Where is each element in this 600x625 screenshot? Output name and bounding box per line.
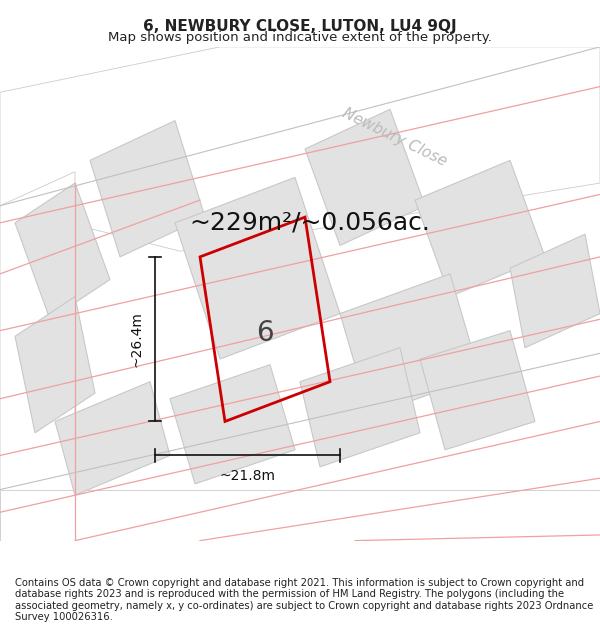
Text: Newbury Close: Newbury Close	[340, 106, 449, 169]
Text: ~21.8m: ~21.8m	[220, 469, 275, 483]
Polygon shape	[300, 348, 420, 467]
Polygon shape	[510, 234, 600, 348]
Text: Contains OS data © Crown copyright and database right 2021. This information is : Contains OS data © Crown copyright and d…	[15, 578, 593, 622]
Polygon shape	[0, 47, 600, 251]
Polygon shape	[175, 177, 340, 359]
Polygon shape	[415, 161, 545, 297]
Polygon shape	[0, 172, 75, 541]
Text: 6, NEWBURY CLOSE, LUTON, LU4 9QJ: 6, NEWBURY CLOSE, LUTON, LU4 9QJ	[143, 19, 457, 34]
Polygon shape	[420, 331, 535, 450]
Text: 6: 6	[256, 319, 274, 347]
Polygon shape	[340, 274, 480, 416]
Polygon shape	[305, 109, 425, 246]
Text: ~229m²/~0.056ac.: ~229m²/~0.056ac.	[190, 211, 430, 235]
Text: Map shows position and indicative extent of the property.: Map shows position and indicative extent…	[108, 31, 492, 44]
Polygon shape	[170, 365, 295, 484]
Text: ~26.4m: ~26.4m	[129, 311, 143, 367]
Polygon shape	[15, 183, 110, 319]
Polygon shape	[55, 382, 170, 495]
Polygon shape	[15, 297, 95, 432]
Polygon shape	[0, 489, 600, 541]
Polygon shape	[90, 121, 205, 257]
